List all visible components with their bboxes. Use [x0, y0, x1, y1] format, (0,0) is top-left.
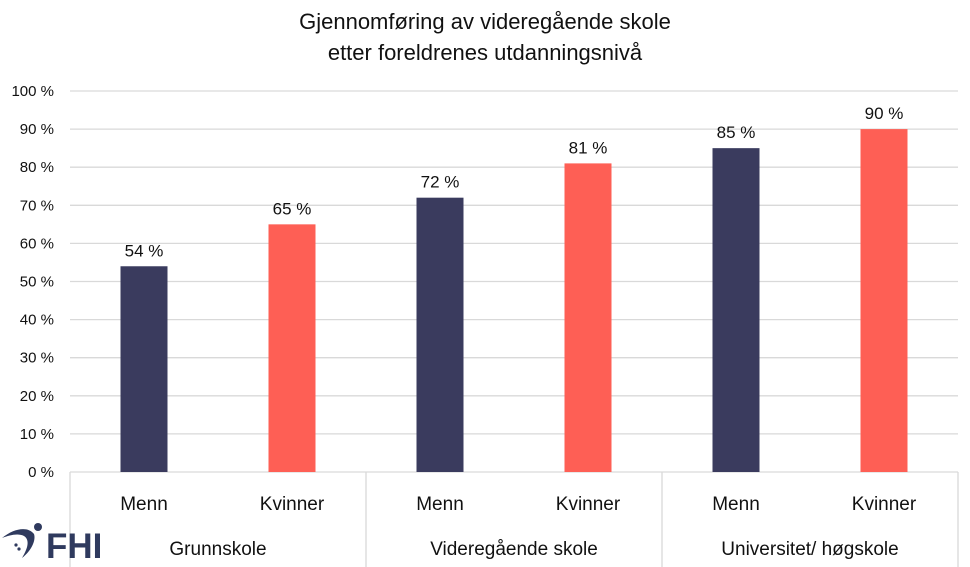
y-tick-label: 80 %: [20, 159, 54, 176]
y-tick-label: 100 %: [11, 83, 54, 100]
y-tick-label: 20 %: [20, 388, 54, 405]
y-tick-label: 30 %: [20, 350, 54, 367]
bar-menn: [712, 148, 760, 472]
category-label: Kvinner: [852, 494, 917, 515]
bar-kvinner: [268, 224, 316, 472]
bar-kvinner: [860, 129, 908, 472]
category-label: Menn: [712, 494, 760, 515]
bar-menn: [416, 197, 464, 472]
data-label: 90 %: [865, 104, 904, 123]
y-tick-label: 60 %: [20, 235, 54, 252]
data-label: 65 %: [273, 199, 312, 218]
data-label: 54 %: [125, 241, 164, 260]
chart-subtitle: etter foreldrenes utdanningsnivå: [327, 40, 643, 65]
category-label: Menn: [120, 494, 168, 515]
group-label: Universitet/ høgskole: [721, 539, 898, 560]
category-label: Kvinner: [556, 494, 621, 515]
category-label: Kvinner: [260, 494, 325, 515]
y-tick-label: 70 %: [20, 197, 54, 214]
group-label: Grunnskole: [169, 539, 266, 560]
data-label: 85 %: [717, 123, 756, 142]
y-tick-label: 10 %: [20, 426, 54, 443]
data-label: 81 %: [569, 138, 608, 157]
y-tick-label: 90 %: [20, 121, 54, 138]
group-label: Videregående skole: [430, 539, 598, 560]
y-tick-label: 50 %: [20, 274, 54, 291]
chart-title: Gjennomføring av videregående skole: [299, 9, 671, 34]
bar-menn: [120, 266, 168, 472]
y-tick-label: 0 %: [28, 464, 54, 481]
fhi-logo: FHI: [0, 518, 120, 564]
data-label: 72 %: [421, 173, 460, 192]
fhi-logo-text: FHI: [46, 527, 102, 564]
y-tick-label: 40 %: [20, 312, 54, 329]
fhi-swoosh-icon: [2, 529, 35, 558]
category-label: Menn: [416, 494, 464, 515]
bar-kvinner: [564, 163, 612, 472]
fhi-dot-icon: [34, 523, 42, 531]
